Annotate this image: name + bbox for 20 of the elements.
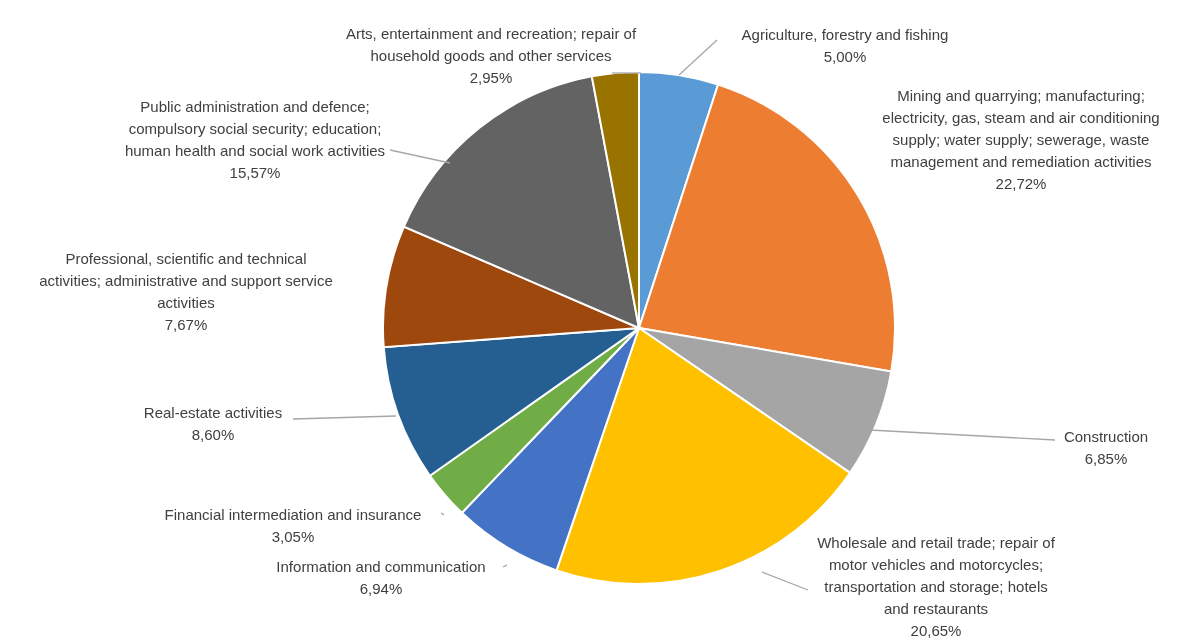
data-label: 5,00% <box>823 48 867 65</box>
data-label: 22,72% <box>995 175 1047 192</box>
data-label: 3,05% <box>271 528 315 545</box>
slice-label: Professional, scientific and technical activities; administrative and support service activities <box>39 250 333 311</box>
data-label: 8,60% <box>191 426 235 443</box>
slice-label: Mining and quarrying; manufacturing; electricity, gas, steam and air conditioning supply; water supply; sewerage, waste management and remediation activities <box>882 87 1160 170</box>
slice-label: Information and communication <box>276 558 486 575</box>
data-label: 15,57% <box>229 164 281 181</box>
data-label: 20,65% <box>910 622 962 639</box>
slice-label: Real-estate activities <box>143 404 283 421</box>
data-label: 6,94% <box>359 580 403 597</box>
slice-label: Public administration and defence; compulsory social security; education; human health and social work activities <box>124 98 386 159</box>
slice-label: Arts, entertainment and recreation; repair of household goods and other services <box>345 25 637 64</box>
slice-label: Financial intermediation and insurance <box>164 506 422 523</box>
data-label: 7,67% <box>164 316 208 333</box>
slice-label: Construction <box>1063 428 1149 445</box>
slice-label: Agriculture, forestry and fishing <box>741 26 949 43</box>
slice-label: Wholesale and retail trade; repair of motor vehicles and motorcycles; transportation and storage; hotels and restaurants <box>817 534 1056 617</box>
data-label: 2,95% <box>469 69 513 86</box>
data-label: 6,85% <box>1084 450 1128 467</box>
